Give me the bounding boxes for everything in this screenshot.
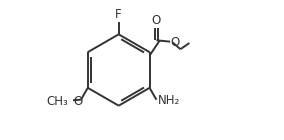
Text: O: O — [171, 36, 180, 49]
Text: CH₃: CH₃ — [47, 95, 68, 108]
Text: O: O — [152, 14, 161, 27]
Text: F: F — [115, 8, 122, 21]
Text: NH₂: NH₂ — [158, 94, 180, 107]
Text: O: O — [73, 95, 83, 108]
